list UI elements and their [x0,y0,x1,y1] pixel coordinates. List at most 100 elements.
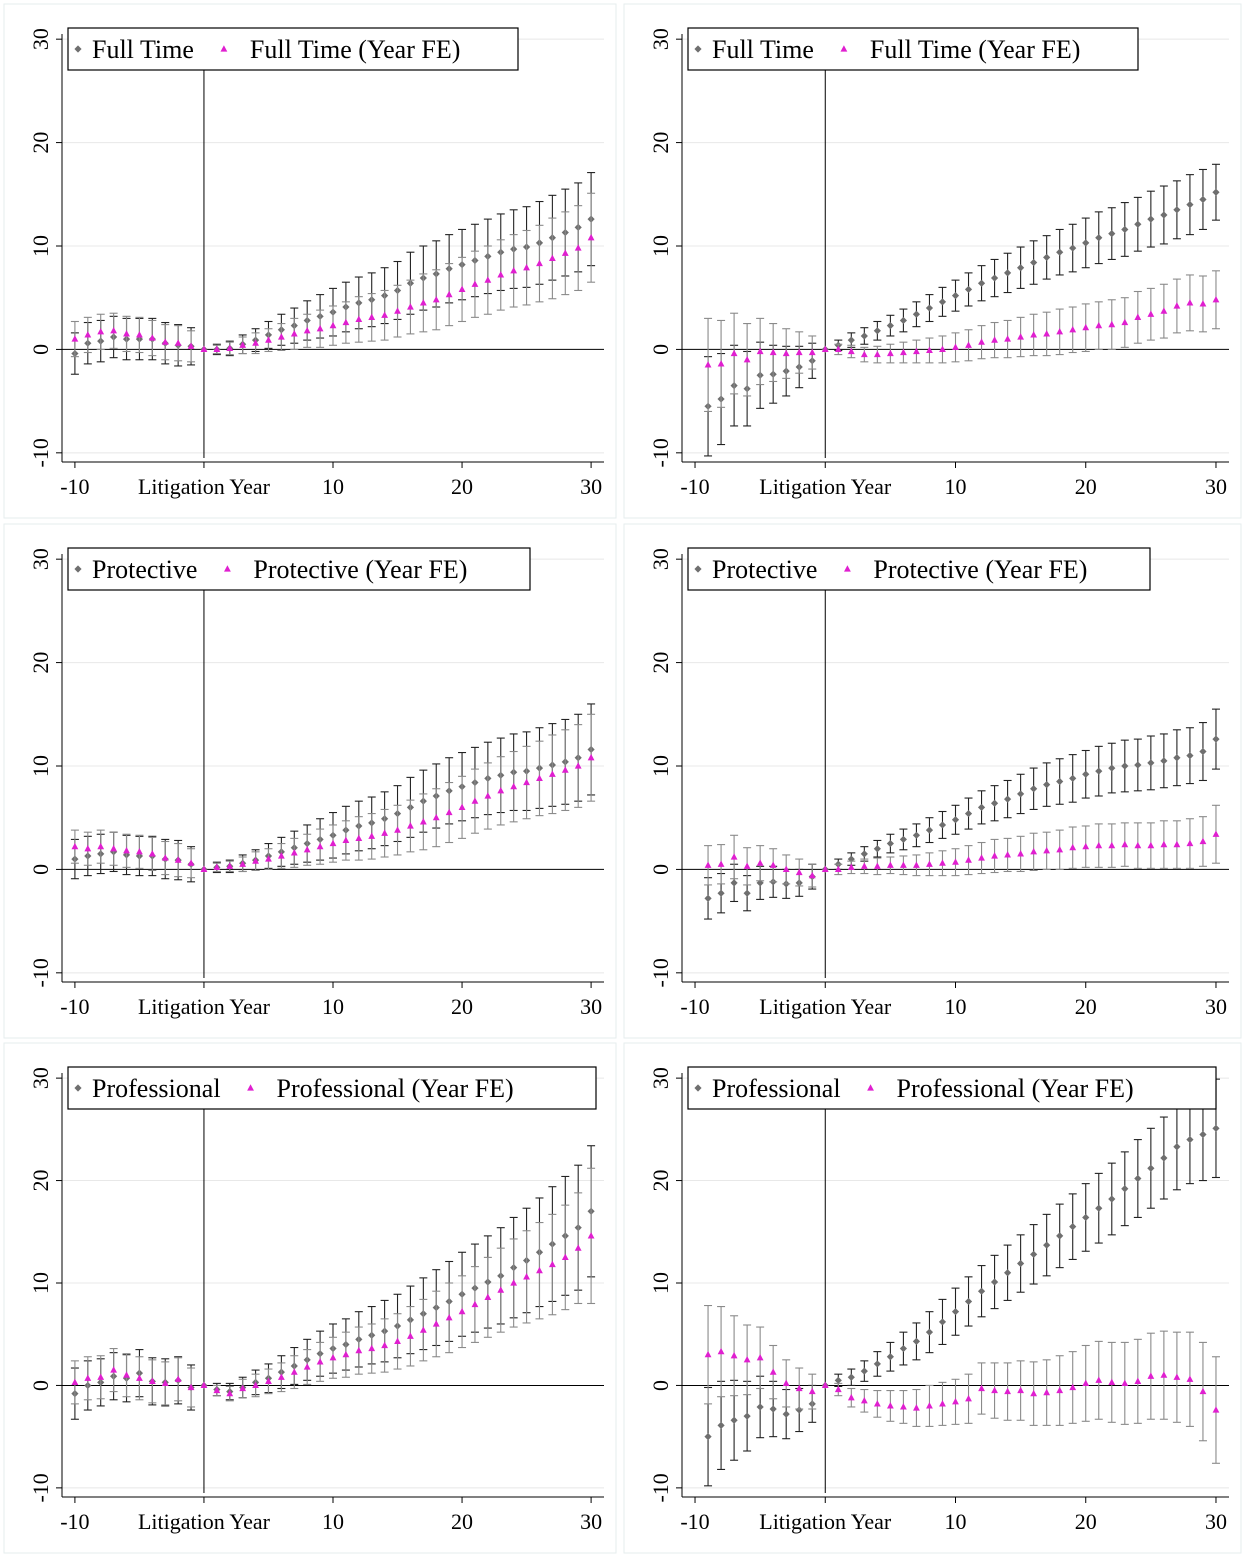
x-axis-label: Litigation Year [138,1509,271,1534]
data-point [1212,1124,1220,1132]
data-point [821,345,829,353]
data-point [407,1332,414,1339]
data-point [510,782,518,790]
data-point [97,1373,105,1380]
data-point [1160,307,1168,314]
data-point [303,327,311,334]
data-point [1121,225,1129,234]
data-point [161,338,169,345]
data-point [187,1383,195,1391]
data-point [1212,830,1220,837]
data-point [730,1416,738,1424]
data-point [1004,1387,1011,1395]
data-point [860,1367,868,1375]
y-tick-label: 0 [28,864,53,875]
legend-label-year-fe: Full Time (Year FE) [250,35,460,64]
data-point [990,274,999,282]
x-tick-label: -10 [60,474,89,499]
data-point [1056,328,1064,335]
legend-label-baseline: Full Time [92,35,194,64]
data-point [84,844,92,852]
data-point [290,849,298,856]
legend-label-baseline: Professional [712,1074,841,1103]
data-point [847,1373,855,1381]
legend: Professional Professional (Year FE) [687,1066,1217,1110]
data-point [900,1403,907,1410]
data-point [1030,1389,1038,1397]
data-point [84,1374,92,1381]
legend-label-baseline: Professional [92,1074,221,1103]
data-point [574,1244,582,1251]
data-point [717,860,725,867]
data-point [1095,234,1103,242]
data-point [458,285,466,293]
data-point [355,1346,363,1354]
data-point [226,344,234,351]
data-point [938,1318,947,1326]
data-point [1095,1376,1103,1383]
data-point [1108,1378,1116,1385]
y-tick-label: 10 [28,1272,53,1294]
data-point [187,342,195,349]
data-point [860,850,868,858]
data-point [1186,299,1194,306]
x-tick-label: 30 [1205,1509,1227,1534]
data-point [1160,757,1168,765]
data-point [1082,842,1090,850]
data-point [782,349,790,357]
x-tick-label: 20 [451,1509,473,1534]
data-point [1043,781,1051,789]
chart-panel-3: -10 0 10 20 30 -10 10 20 30 Litigation Year Protec… [3,523,617,1039]
data-point [899,1344,908,1353]
data-point [536,1266,543,1274]
data-point [239,341,247,348]
data-point [1082,1213,1090,1222]
data-point [1160,211,1168,219]
data-point [952,343,959,350]
data-point [510,1279,518,1286]
data-point [730,879,738,887]
data-point [821,865,829,873]
data-point [756,859,764,866]
data-point [926,1402,933,1409]
data-point [873,1360,881,1368]
data-point [834,865,842,873]
chart-panel-1: -10 0 10 20 30 -10 10 20 30 Litigation Year Full T… [3,3,617,519]
data-point [1095,321,1103,329]
data-point [1069,244,1077,252]
x-tick-label: 10 [945,474,967,499]
data-point [1043,330,1051,337]
data-point [926,860,933,867]
data-point [471,1300,479,1308]
data-point [574,244,582,251]
data-point [965,341,972,348]
data-point [978,338,985,345]
legend: Protective Protective (Year FE) [687,547,1151,591]
x-axis-label: Litigation Year [759,1509,892,1534]
data-point [795,868,803,876]
data-point [1212,295,1220,303]
data-point [978,1384,985,1392]
data-point [1199,837,1207,845]
y-tick-label: 20 [28,652,53,674]
panel-frame [623,1042,1242,1554]
chart-panel-6: -10 0 10 20 30 -10 10 20 30 Litigation Year Profes… [623,1042,1242,1554]
data-point [148,850,156,857]
legend-marker-year-fe [220,45,228,52]
data-point [1134,841,1142,849]
x-tick-label: 10 [945,1509,967,1534]
data-point [1173,206,1181,214]
data-point [1147,841,1155,849]
data-point [1069,843,1077,851]
data-point [873,845,881,853]
data-point [1212,735,1220,743]
data-point [873,327,881,335]
data-point [342,1350,350,1358]
data-point [886,1353,894,1361]
data-point [847,1393,855,1401]
legend-label-baseline: Protective [712,555,817,584]
data-point [200,345,208,353]
data-point [1147,215,1155,223]
legend-marker-baseline [74,565,82,573]
